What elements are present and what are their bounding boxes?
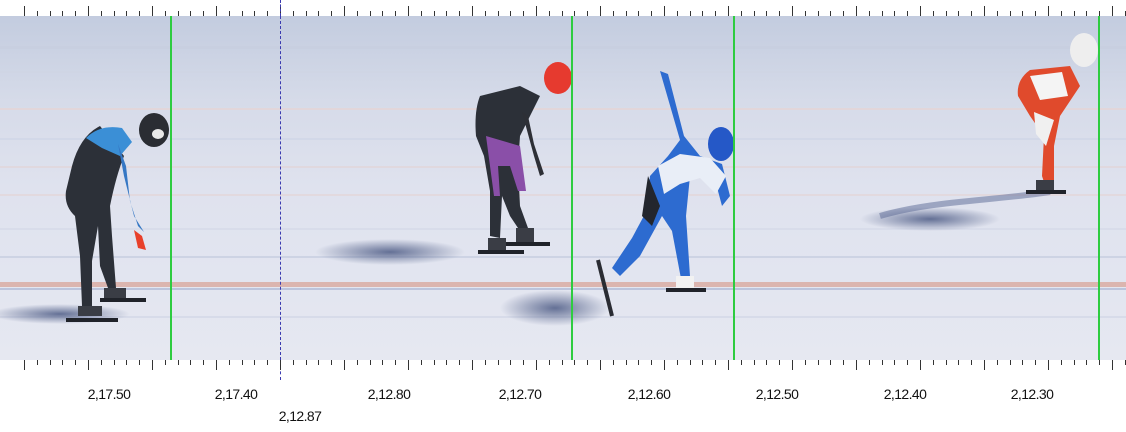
- finish-line-4: [1098, 16, 1100, 360]
- photo-finish-image: [0, 16, 1126, 360]
- skater-1: [65, 113, 169, 322]
- skater-3: [596, 71, 734, 317]
- time-label: 2,12.60: [627, 386, 671, 402]
- bottom-timeline-ruler: [0, 360, 1126, 376]
- skater-4: [1017, 33, 1098, 194]
- time-label: 2,12.30: [1010, 386, 1054, 402]
- time-label: 2,12.50: [755, 386, 799, 402]
- finish-line-1: [170, 16, 172, 360]
- skater-2: [475, 62, 572, 254]
- finish-line-3: [733, 16, 735, 360]
- time-label: 2,12.80: [367, 386, 411, 402]
- split-line: [280, 16, 281, 360]
- time-label: 2,17.40: [214, 386, 258, 402]
- split-time-label: 2,12.87: [278, 408, 322, 424]
- time-label: 2,17.50: [87, 386, 131, 402]
- split-line-extension-top: [280, 0, 281, 16]
- top-timeline-ruler: [0, 0, 1126, 16]
- time-label: 2,12.40: [883, 386, 927, 402]
- time-label: 2,12.70: [498, 386, 542, 402]
- finish-line-2: [571, 16, 573, 360]
